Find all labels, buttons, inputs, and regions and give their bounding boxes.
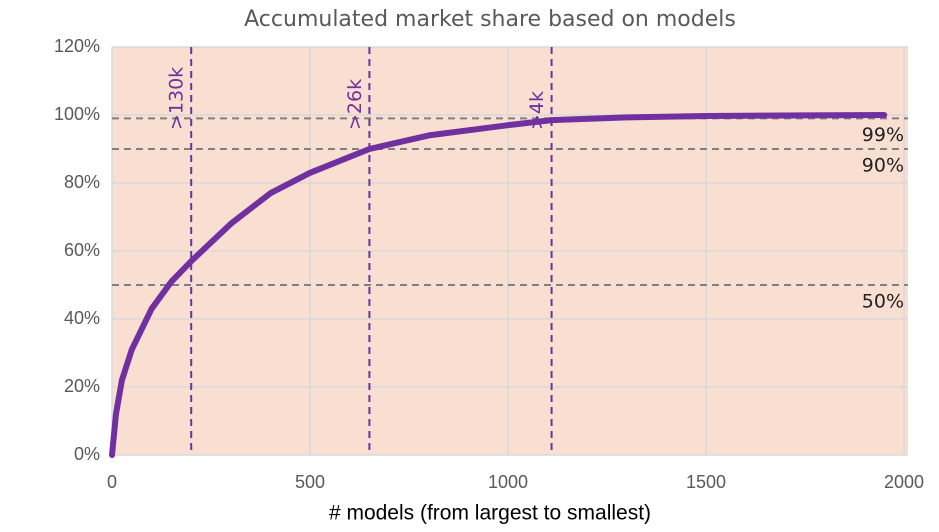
y-tick-label: 40% (64, 308, 100, 328)
reference-label: 50% (862, 291, 904, 313)
x-tick-label: 2000 (884, 472, 924, 492)
data-line (109, 112, 888, 458)
reference-label: 90% (862, 155, 904, 177)
y-tick-label: 20% (64, 376, 100, 396)
x-axis-label: # models (from largest to smallest) (329, 502, 651, 525)
y-tick-label: 80% (64, 172, 100, 192)
chart-title: Accumulated market share based on models (244, 7, 736, 32)
reference-label: >130k (166, 67, 188, 130)
x-tick-label: 1000 (488, 472, 528, 492)
y-tick-label: 120% (54, 36, 100, 56)
reference-label: 99% (862, 124, 904, 146)
x-tick-label: 0 (107, 472, 117, 492)
x-tick-label: 1500 (686, 472, 726, 492)
y-tick-label: 60% (64, 240, 100, 260)
y-tick-label: 100% (54, 104, 100, 124)
reference-label: >26k (344, 79, 366, 130)
x-tick-label: 500 (295, 472, 325, 492)
y-tick-label: 0% (74, 444, 100, 464)
